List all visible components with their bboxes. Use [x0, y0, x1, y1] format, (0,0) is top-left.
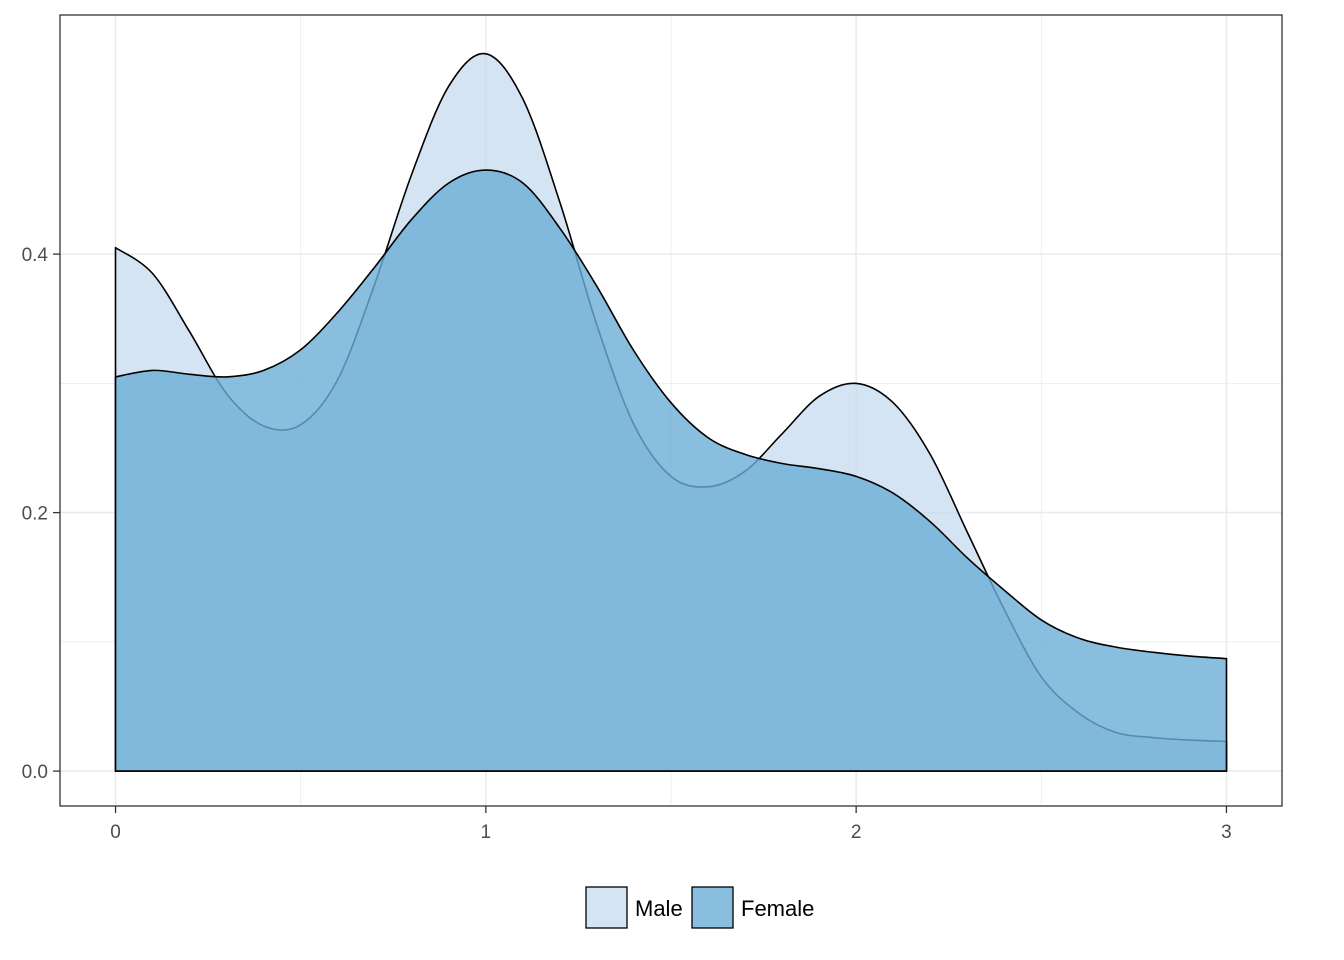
density-area-female	[114, 169, 1228, 772]
x-axis: 0 1 2 3	[110, 806, 1232, 843]
legend-key-female	[691, 886, 734, 929]
y-tick-label: 0.0	[22, 762, 48, 783]
panel-border	[59, 14, 1283, 807]
density-areas	[114, 52, 1228, 772]
y-tick-label: 0.2	[22, 504, 48, 525]
y-tick-label: 0.4	[22, 245, 49, 266]
x-tick-label: 2	[851, 822, 862, 843]
legend-label-female: Female	[741, 896, 814, 921]
x-tick-label: 1	[481, 822, 492, 843]
legend: Male Female	[585, 886, 814, 929]
legend-label-male: Male	[635, 896, 683, 921]
legend-key-male	[585, 886, 628, 929]
x-tick-label: 0	[110, 822, 121, 843]
x-tick-label: 3	[1221, 822, 1232, 843]
y-axis: 0.0 0.2 0.4	[22, 245, 60, 783]
